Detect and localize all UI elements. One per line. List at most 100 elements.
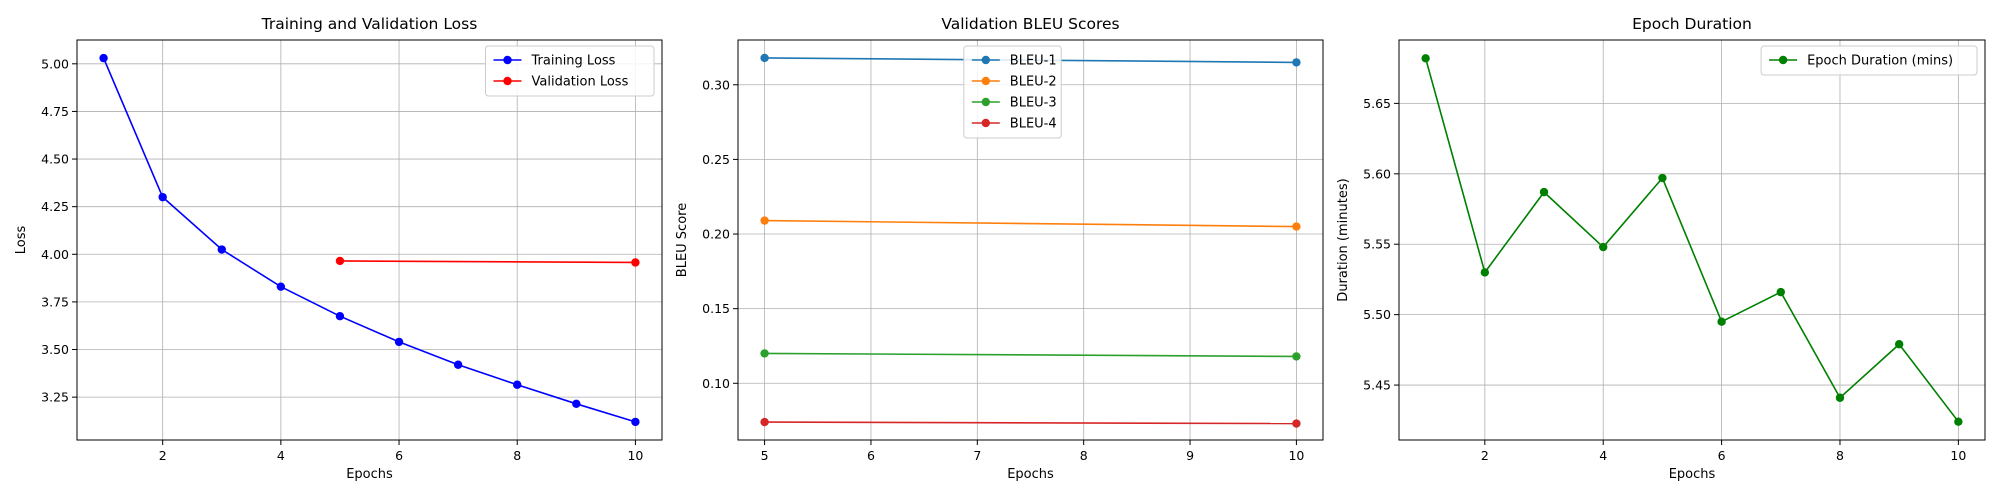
y-tick-label: 4.75	[41, 104, 69, 119]
data-point	[760, 349, 769, 358]
data-point	[1539, 187, 1549, 197]
legend-swatch-marker	[981, 97, 990, 107]
data-point	[1292, 419, 1301, 428]
y-axis-label: Duration (minutes)	[1336, 178, 1351, 301]
y-axis-label: Loss	[14, 226, 29, 255]
legend-label: Epoch Duration (mins)	[1807, 54, 1953, 69]
data-point	[1421, 54, 1430, 63]
legend-swatch-marker	[1778, 55, 1788, 65]
axes-frame	[737, 39, 1324, 441]
data-point	[1776, 287, 1785, 297]
data-point	[158, 192, 167, 202]
x-axis-label: Epochs	[1007, 467, 1054, 482]
axes-frame	[76, 39, 663, 441]
data-point	[1292, 222, 1301, 231]
legend: Epoch Duration (mins)	[1760, 45, 1978, 76]
series-line-3	[764, 352, 1297, 358]
x-tick-label: 5	[761, 448, 769, 463]
legend-box	[1760, 45, 1978, 76]
x-tick-label: 6	[395, 448, 403, 463]
data-point	[1835, 393, 1845, 402]
x-tick-label: 7	[973, 448, 981, 463]
y-tick-label: 5.55	[1363, 237, 1391, 252]
x-tick-label: 4	[277, 448, 285, 463]
data-point	[1717, 317, 1726, 326]
data-point	[760, 53, 769, 63]
chart-panel-2: 5 6 7 8 9 10 0.10 0.15 0.20 0.25 0.30 Validation BL…	[675, 15, 1324, 482]
x-tick-label: 2	[159, 448, 167, 463]
y-tick-label: 3.50	[41, 342, 69, 357]
y-tick-label: 5.65	[1363, 96, 1391, 111]
data-point	[335, 256, 345, 266]
y-tick-label: 0.30	[702, 77, 730, 92]
y-tick-label: 0.25	[702, 152, 730, 167]
axes-frame	[1398, 39, 1986, 441]
data-point	[1658, 173, 1667, 183]
data-point	[631, 258, 640, 267]
y-tick-label: 5.60	[1363, 166, 1391, 181]
legend-label: BLEU-1	[1010, 54, 1057, 69]
legend-swatch-marker	[503, 55, 512, 65]
legend-box	[963, 45, 1062, 139]
y-tick-label: 0.20	[702, 227, 730, 242]
legend-label: Validation Loss	[532, 75, 629, 90]
y-axis-label: BLEU Score	[675, 203, 690, 277]
x-tick-label: 6	[867, 448, 875, 463]
series-line-1	[102, 57, 636, 423]
x-tick-label: 4	[1599, 448, 1607, 463]
x-tick-label: 8	[1836, 448, 1844, 463]
y-tick-label: 4.00	[41, 247, 69, 262]
legend-swatch-marker	[503, 76, 512, 86]
legend: BLEU-1 BLEU-2 BLEU-3 BLEU-4	[963, 45, 1062, 139]
x-tick-label: 10	[1288, 448, 1304, 463]
x-tick-label: 8	[1080, 448, 1088, 463]
x-tick-label: 8	[513, 448, 521, 463]
x-axis-label: Epochs	[346, 467, 393, 482]
y-tick-label: 5.00	[41, 56, 69, 71]
y-tick-label: 0.10	[702, 376, 730, 391]
data-point	[335, 311, 345, 321]
x-tick-label: 10	[1950, 448, 1966, 463]
x-axis-label: Epochs	[1669, 467, 1716, 482]
series-line-2	[764, 219, 1297, 228]
data-point	[394, 337, 404, 347]
legend-box	[485, 45, 655, 97]
legend-swatch-marker	[981, 118, 990, 128]
data-point	[1954, 417, 1963, 426]
chart-title: Validation BLEU Scores	[941, 15, 1119, 33]
chart-panel-1: 2 4 6 8 10 3.25 3.50 3.75 4.00 4.25 4.50 4.75 5.00 Tr…	[14, 15, 663, 482]
legend-label: Training Loss	[531, 54, 616, 69]
y-tick-label: 3.25	[41, 390, 69, 405]
data-point	[760, 216, 769, 225]
legend-label: BLEU-4	[1010, 117, 1057, 132]
y-tick-label: 5.50	[1363, 307, 1391, 322]
legend-swatch-marker	[981, 76, 990, 86]
data-point	[217, 245, 226, 254]
x-tick-label: 10	[627, 448, 643, 463]
legend-label: BLEU-2	[1010, 75, 1057, 90]
legend: Training Loss Validation Loss	[485, 45, 655, 97]
y-tick-label: 0.15	[702, 301, 730, 316]
chart-title: Training and Validation Loss	[261, 15, 478, 33]
data-point	[1292, 352, 1301, 361]
series-line-1	[1424, 58, 1959, 423]
data-point	[1894, 340, 1904, 349]
y-tick-label: 5.45	[1363, 378, 1391, 393]
y-tick-label: 4.25	[41, 199, 69, 214]
x-tick-label: 2	[1481, 448, 1489, 463]
series-line-2	[339, 260, 636, 264]
data-point	[513, 380, 522, 389]
data-point	[99, 53, 108, 63]
data-point	[1292, 58, 1301, 67]
data-point	[572, 399, 581, 409]
x-tick-label: 9	[1186, 448, 1194, 463]
legend-swatch-marker	[981, 55, 990, 65]
data-point	[276, 282, 286, 291]
y-tick-label: 4.50	[41, 152, 69, 167]
chart-panel-3: 2 4 6 8 10 5.45 5.50 5.55 5.60 5.65 Epoch Duration…	[1336, 15, 1986, 482]
chart-title: Epoch Duration	[1632, 15, 1752, 33]
data-point	[631, 417, 640, 427]
legend-label: BLEU-3	[1010, 96, 1057, 111]
